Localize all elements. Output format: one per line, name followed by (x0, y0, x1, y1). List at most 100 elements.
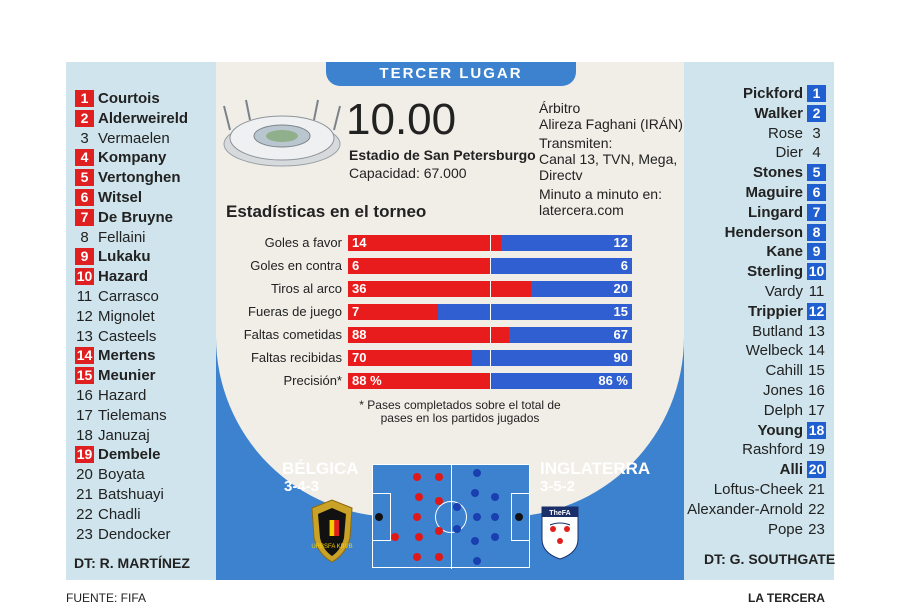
stat-bar-midline (490, 327, 491, 343)
player-name: Batshuayi (98, 486, 164, 503)
belgium-roster-row: 23 Dendocker (75, 525, 170, 544)
player-number: 3 (812, 124, 821, 142)
england-roster-row: Kane 9 (766, 242, 826, 261)
live-site: latercera.com (539, 202, 624, 218)
goalkeeper-dot (515, 513, 523, 521)
belgium-roster-row: 8 Fellaini (75, 228, 145, 247)
player-number: 12 (76, 307, 93, 325)
stat-bar: 36 20 (348, 281, 632, 297)
stat-label: Tiros al arco (270, 281, 342, 296)
england-player-dot (453, 525, 461, 533)
belgium-player-dot (435, 473, 443, 481)
belgium-coach: DT: R. MARTÍNEZ (74, 555, 190, 571)
source-credit: FUENTE: FIFA (66, 591, 147, 605)
belgium-player-dot (391, 533, 399, 541)
player-number: 2 (75, 109, 94, 127)
stat-label: Goles a favor (264, 235, 342, 250)
belgium-roster-row: 16 Hazard (75, 386, 146, 405)
stat-value-belgium: 88 (352, 327, 367, 342)
svg-text:TheFA: TheFA (549, 510, 570, 517)
stat-bar-belgium-fill (348, 281, 531, 297)
belgium-player-dot (413, 473, 421, 481)
stat-bar-midline (490, 304, 491, 320)
player-number: 14 (75, 347, 94, 365)
stats-footnote-1: * Pases completados sobre el total de (359, 398, 561, 412)
belgium-player-dot (415, 533, 423, 541)
player-name: Lukaku (98, 248, 151, 266)
england-player-dot (473, 557, 481, 565)
player-number: 18 (807, 421, 826, 439)
broadcast-label: Transmiten: (539, 135, 613, 151)
england-roster-row: Cahill 15 (765, 361, 826, 380)
stat-value-belgium: 88 % (352, 373, 382, 388)
england-player-dot (471, 489, 479, 497)
england-player-dot (453, 503, 461, 511)
player-number: 6 (75, 189, 94, 206)
player-name: Cahill (765, 362, 803, 380)
player-number: 9 (75, 248, 94, 266)
england-roster-panel (684, 62, 834, 580)
england-roster-row: Henderson 8 (725, 223, 826, 242)
belgium-roster-row: 20 Boyata (75, 465, 145, 484)
england-roster-row: Vardy 11 (765, 282, 826, 301)
belgium-player-dot (435, 497, 443, 505)
stadium-capacity: Capacidad: 67.000 (349, 165, 467, 181)
england-roster-row: Loftus-Cheek 21 (714, 480, 826, 499)
player-number: 17 (808, 401, 825, 419)
england-roster-row: Stones 5 (753, 163, 826, 182)
stat-bar-belgium-fill (348, 373, 492, 389)
player-number: 21 (76, 486, 93, 503)
player-number: 22 (76, 505, 93, 523)
player-number: 18 (76, 426, 93, 444)
stat-bar: 14 12 (348, 235, 632, 251)
svg-text:URBSFA KBVB: URBSFA KBVB (311, 544, 352, 550)
belgium-roster-row: 9 Lukaku (75, 247, 151, 266)
player-number: 17 (76, 406, 93, 424)
formation-pitch (372, 464, 530, 569)
player-number: 7 (75, 208, 94, 226)
england-roster-row: Sterling 10 (747, 262, 826, 281)
player-number: 15 (75, 367, 94, 385)
belgium-player-dot (415, 493, 423, 501)
player-name: Walker (754, 104, 803, 122)
player-name: Alli (779, 461, 803, 479)
stadium-name: Estadio de San Petersburgo (349, 147, 536, 163)
player-name: Courtois (98, 90, 160, 107)
goalkeeper-dot (375, 513, 383, 521)
stat-value-belgium: 6 (352, 258, 360, 273)
belgium-formation: 3-4-3 (284, 478, 320, 495)
stat-label: Faltas recibidas (250, 350, 342, 365)
belgium-roster-row: 6 Witsel (75, 188, 142, 207)
player-name: Lingard (748, 203, 803, 221)
stat-value-belgium: 14 (352, 235, 367, 250)
player-number: 11 (808, 283, 825, 300)
england-roster-row: Pope 23 (768, 520, 826, 539)
player-name: Alexander-Arnold (687, 500, 803, 518)
belgium-roster-row: 11 Carrasco (75, 287, 159, 306)
player-name: Witsel (98, 189, 143, 206)
stat-bar: 7 15 (348, 304, 632, 320)
player-name: Casteels (98, 327, 157, 345)
player-name: Carrasco (98, 288, 159, 305)
stat-bar-midline (490, 281, 491, 297)
player-name: Vertonghen (98, 169, 181, 187)
player-number: 10 (75, 268, 94, 286)
belgium-roster-panel (66, 62, 216, 580)
player-number: 4 (812, 144, 821, 162)
player-name: Sterling (747, 263, 803, 281)
player-number: 13 (76, 327, 93, 345)
player-name: Henderson (724, 223, 803, 241)
player-number: 19 (808, 441, 825, 459)
belgium-roster-row: 4 Kompany (75, 148, 166, 167)
player-number: 4 (75, 149, 94, 167)
stats-footnote-2: pases en los partidos jugados (380, 411, 540, 425)
belgium-name: BÉLGICA (282, 459, 359, 478)
england-roster-row: Young 18 (757, 421, 826, 440)
england-player-dot (473, 469, 481, 477)
england-formation: 3-5-2 (540, 478, 576, 495)
stat-bar-belgium-fill (348, 258, 490, 274)
player-number: 21 (808, 481, 825, 498)
player-name: Hazard (98, 387, 147, 404)
player-name: Kane (766, 243, 803, 261)
england-roster-row: Delph 17 (764, 401, 826, 420)
